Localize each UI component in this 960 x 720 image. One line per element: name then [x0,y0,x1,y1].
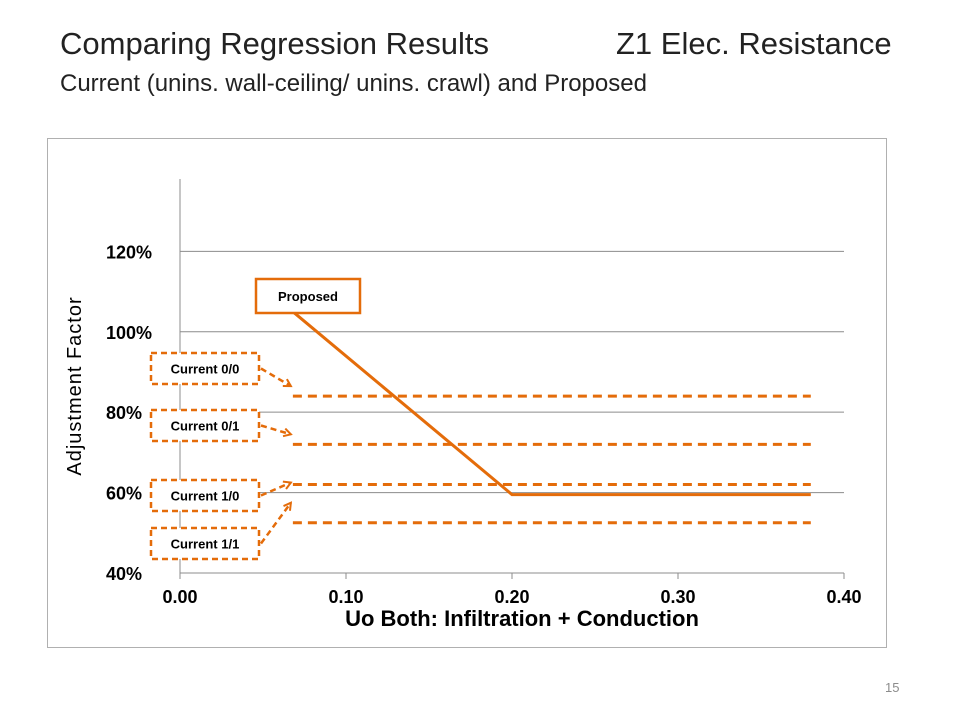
page-number: 15 [885,680,900,695]
callout-arrow-current-0-0 [260,367,291,388]
callout-label-proposed: Proposed [278,289,338,304]
slide-title-left: Comparing Regression Results [60,26,490,61]
x-tick-label: 0.10 [328,587,363,607]
callout-box-current-0-0 [149,351,261,386]
y-axis-title: Adjustment Factor [64,296,86,475]
callout-label-current-0-1: Current 0/1 [171,419,240,434]
y-tick-label: 80% [106,403,142,423]
callout-label-current-1-0: Current 1/0 [171,489,240,504]
chart-frame: 40% 60% 80% 100% 120% 0.00 0.10 0.20 0.30 0.40 Uo … [47,138,887,648]
x-axis-title: Uo Both: Infiltration + Conduction [345,606,699,631]
y-tick-label: 40% [106,564,142,584]
regression-chart: 40% 60% 80% 100% 120% 0.00 0.10 0.20 0.30 0.40 Uo … [64,179,862,631]
slide-title-right: Z1 Elec. Resistance [616,26,892,61]
x-tick-label: 0.20 [494,587,529,607]
slide-title: Comparing Regression Results Z1 Elec. Re… [60,26,892,62]
callout-label-current-1-1: Current 1/1 [171,537,240,552]
callout-arrow-current-0-1 [260,424,291,435]
callout-arrow-current-1-0 [260,483,291,497]
callout-box-proposed [254,277,362,315]
callout-label-current-0-0: Current 0/0 [171,362,240,377]
callout-box-current-1-0 [149,478,261,513]
y-tick-label: 120% [106,242,152,262]
y-tick-label: 60% [106,484,142,504]
callout-box-current-0-1 [149,408,261,443]
x-tick-label: 0.00 [162,587,197,607]
series-line-proposed [291,310,811,497]
x-tick-label: 0.40 [826,587,861,607]
callout-arrow-current-1-1 [259,503,291,545]
slide-subtitle: Current (unins. wall-ceiling/ unins. cra… [60,70,647,97]
x-tick-label: 0.30 [660,587,695,607]
callout-box-current-1-1 [149,526,261,561]
y-tick-label: 100% [106,323,152,343]
